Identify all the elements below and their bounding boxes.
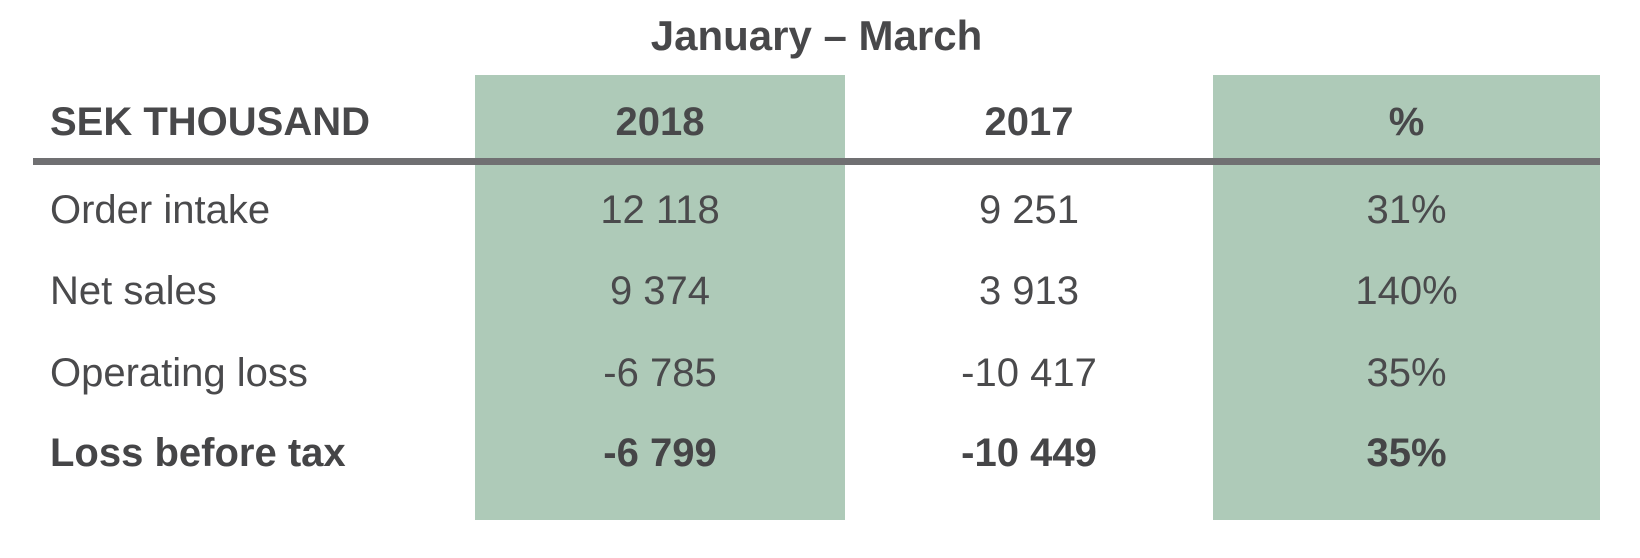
value-2018: -6 799 [603,430,717,475]
value-2017: 9 251 [978,187,1080,232]
header-rule [33,158,1600,165]
value-percent: 35% [1366,430,1447,475]
highlight-band-2018-column [475,75,845,520]
value-2017: 3 913 [978,268,1080,313]
table-row-loss-before-tax: Loss before tax -6 799 -10 449 35% [33,413,1600,493]
value-2017: -10 417 [961,350,1097,395]
col-header-2017: 2017 [984,99,1074,144]
row-label: Order intake [50,187,271,232]
row-label: Operating loss [50,350,308,395]
value-percent: 35% [1366,350,1447,395]
table-row-operating-loss: Operating loss -6 785 -10 417 35% [33,333,1600,413]
row-label: Net sales [50,268,217,313]
table-period-title: January – March [650,12,983,59]
value-2017: -10 449 [961,430,1097,475]
table-row-order-intake: Order intake 12 118 9 251 31% [33,170,1600,250]
highlight-band-percent-column [1213,75,1600,520]
col-header-sek-thousand: SEK THOUSAND [50,99,371,144]
value-2018: 9 374 [609,268,711,313]
value-2018: -6 785 [603,350,717,395]
col-header-percent: % [1388,99,1425,144]
value-percent: 140% [1355,268,1458,313]
value-2018: 12 118 [600,187,720,232]
table-header-row: SEK THOUSAND 2018 2017 % [33,84,1600,160]
row-label: Loss before tax [50,430,346,475]
col-header-2018: 2018 [615,99,705,144]
table-row-net-sales: Net sales 9 374 3 913 140% [33,251,1600,331]
value-percent: 31% [1366,187,1447,232]
